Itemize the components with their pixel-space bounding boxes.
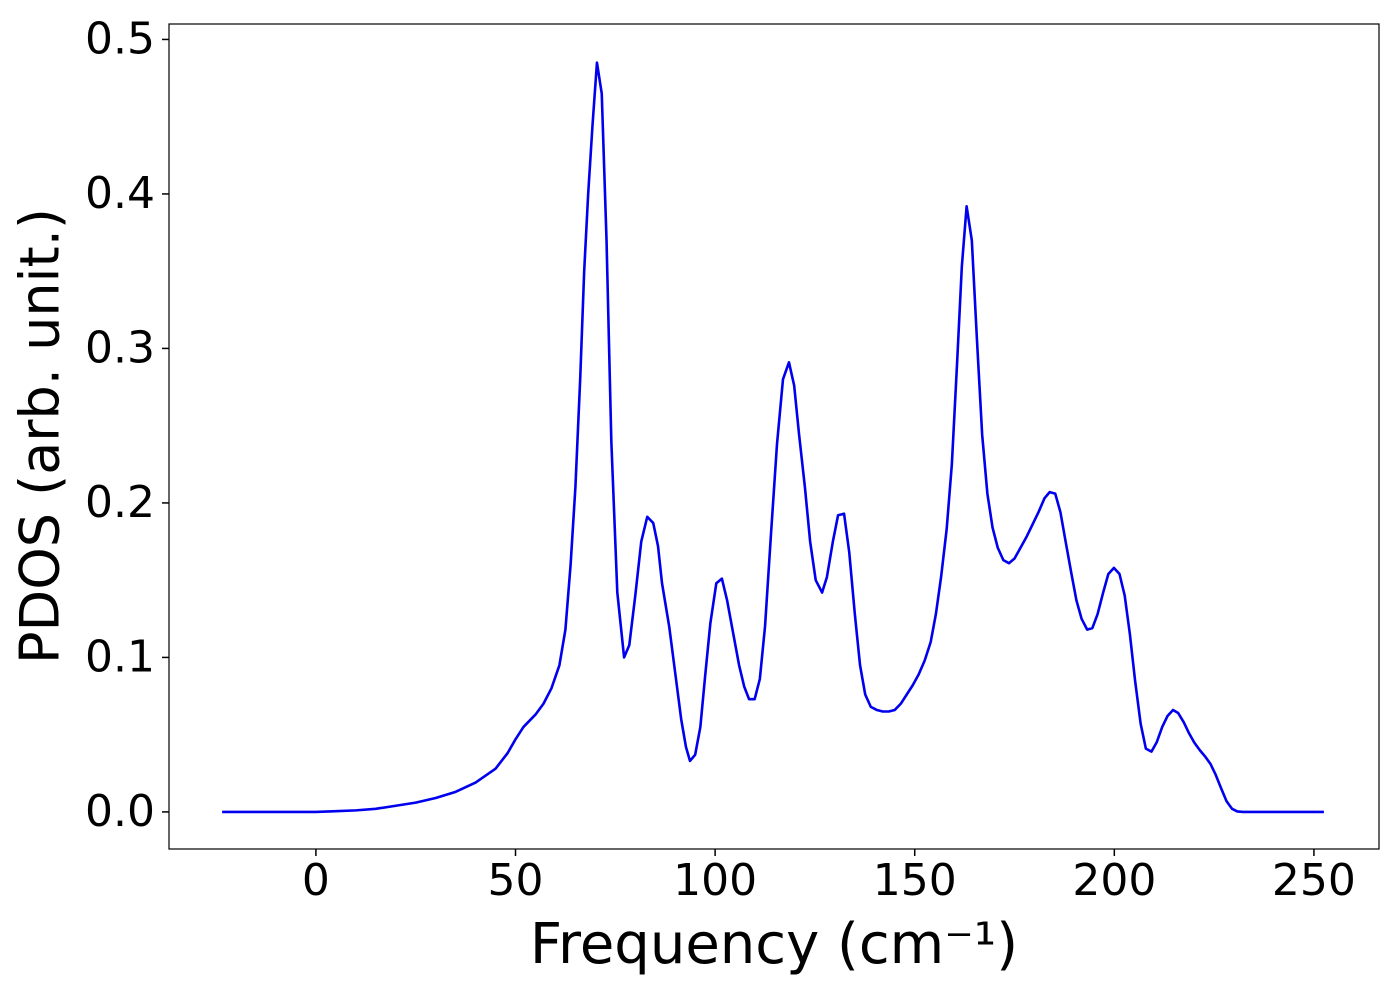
x-tick-label: 50	[488, 855, 544, 906]
x-tick-label: 100	[673, 855, 757, 906]
y-tick-label: 0.5	[85, 13, 155, 64]
plot-frame	[168, 23, 1380, 850]
series-line	[222, 61, 1324, 814]
x-tick-label: 200	[1072, 855, 1156, 906]
y-tick-label: 0.2	[85, 477, 155, 528]
x-tick-label: 0	[302, 855, 330, 906]
y-tick-label: 0.3	[85, 322, 155, 373]
y-tick-label: 0.0	[85, 786, 155, 837]
x-axis-label: Frequency (cm⁻¹)	[530, 912, 1018, 977]
y-tick-label: 0.1	[85, 631, 155, 682]
x-tick-label: 250	[1272, 855, 1356, 906]
x-tick-label: 150	[873, 855, 957, 906]
y-axis-label: PDOS (arb. unit.)	[9, 208, 72, 664]
y-tick-label: 0.4	[85, 168, 155, 219]
